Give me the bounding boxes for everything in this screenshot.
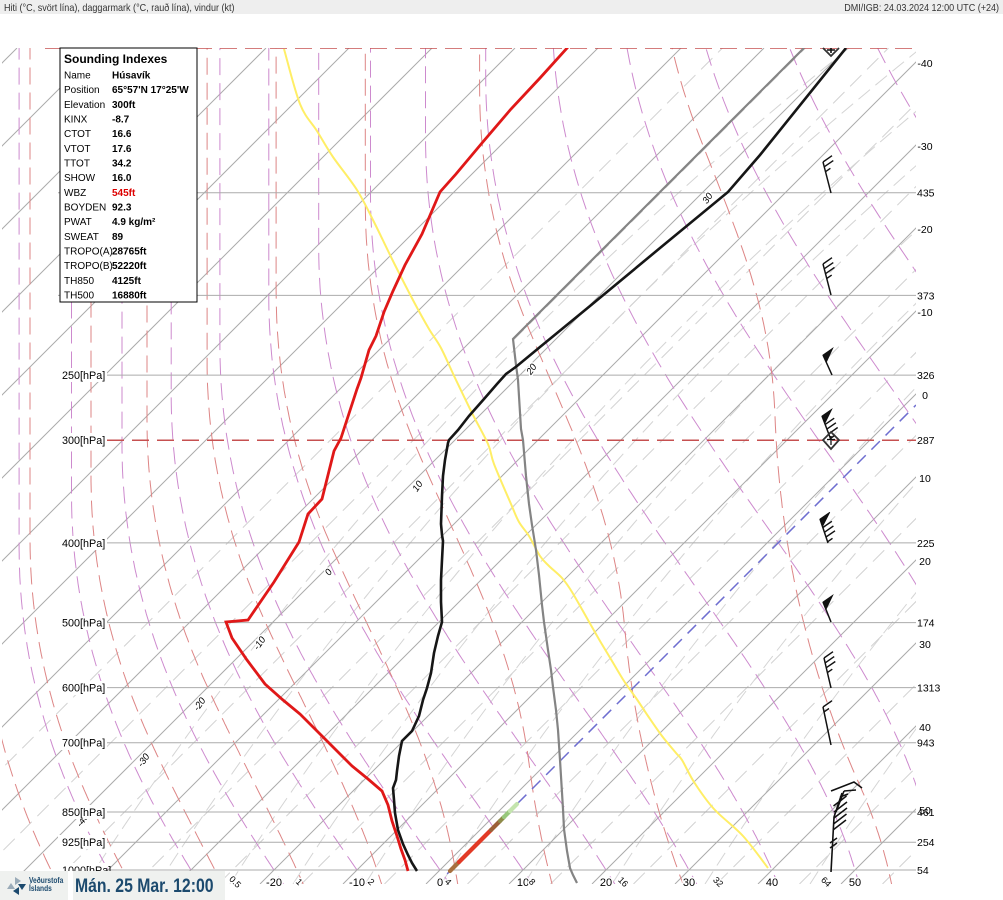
svg-text:4.9 kg/m²: 4.9 kg/m² bbox=[112, 217, 156, 228]
svg-text:326: 326 bbox=[917, 370, 935, 382]
svg-text:Sounding Indexes: Sounding Indexes bbox=[64, 52, 168, 66]
svg-text:SWEAT: SWEAT bbox=[64, 232, 99, 243]
svg-text:20: 20 bbox=[919, 556, 931, 568]
svg-text:KINX: KINX bbox=[64, 115, 88, 126]
svg-text:2: 2 bbox=[366, 877, 377, 888]
svg-text:0: 0 bbox=[437, 877, 443, 889]
svg-text:287: 287 bbox=[917, 435, 935, 447]
svg-text:700[hPa]: 700[hPa] bbox=[62, 738, 105, 750]
svg-text:925[hPa]: 925[hPa] bbox=[62, 837, 105, 849]
svg-text:4125ft: 4125ft bbox=[112, 276, 142, 287]
svg-text:54: 54 bbox=[917, 865, 929, 877]
svg-text:8: 8 bbox=[527, 877, 538, 888]
svg-text:400[hPa]: 400[hPa] bbox=[62, 538, 105, 550]
svg-text:300ft: 300ft bbox=[112, 100, 136, 111]
svg-text:20: 20 bbox=[600, 877, 612, 889]
svg-text:28765ft: 28765ft bbox=[112, 247, 147, 258]
svg-text:10: 10 bbox=[517, 877, 529, 889]
svg-text:TH500: TH500 bbox=[64, 291, 94, 302]
svg-text:52220ft: 52220ft bbox=[112, 261, 147, 272]
svg-text:VTOT: VTOT bbox=[64, 144, 90, 155]
svg-text:461: 461 bbox=[917, 807, 935, 819]
svg-text:65°57'N 17°25'W: 65°57'N 17°25'W bbox=[112, 85, 189, 96]
svg-text:PWAT: PWAT bbox=[64, 217, 92, 228]
svg-text:0.5: 0.5 bbox=[227, 874, 243, 890]
svg-text:64: 64 bbox=[819, 875, 833, 889]
svg-text:Position: Position bbox=[64, 85, 100, 96]
svg-text:-20: -20 bbox=[266, 877, 282, 889]
svg-text:600[hPa]: 600[hPa] bbox=[62, 683, 105, 695]
svg-text:373: 373 bbox=[917, 290, 935, 302]
svg-text:BOYDEN: BOYDEN bbox=[64, 203, 106, 214]
svg-text:17.6: 17.6 bbox=[112, 144, 132, 155]
svg-text:16.0: 16.0 bbox=[112, 173, 132, 184]
svg-text:WBZ: WBZ bbox=[64, 188, 86, 199]
svg-text:0: 0 bbox=[922, 390, 928, 402]
svg-text:0: 0 bbox=[323, 567, 335, 578]
svg-text:34.2: 34.2 bbox=[112, 159, 132, 170]
svg-text:10: 10 bbox=[517, 877, 529, 889]
svg-text:40: 40 bbox=[919, 722, 931, 734]
svg-text:-20: -20 bbox=[266, 877, 282, 889]
svg-text:16880ft: 16880ft bbox=[112, 291, 147, 302]
svg-text:30: 30 bbox=[683, 877, 695, 889]
svg-text:4: 4 bbox=[443, 877, 454, 888]
svg-text:-10: -10 bbox=[252, 634, 269, 652]
svg-text:Elevation: Elevation bbox=[64, 100, 105, 111]
svg-text:30: 30 bbox=[919, 639, 931, 651]
svg-text:850[hPa]: 850[hPa] bbox=[62, 807, 105, 819]
svg-text:174: 174 bbox=[917, 618, 935, 630]
svg-text:-40: -40 bbox=[917, 58, 932, 70]
svg-text:89: 89 bbox=[112, 232, 124, 243]
svg-text:250[hPa]: 250[hPa] bbox=[62, 370, 105, 382]
svg-text:40: 40 bbox=[766, 877, 778, 889]
svg-text:-8.7: -8.7 bbox=[112, 115, 130, 126]
svg-text:943: 943 bbox=[917, 738, 935, 750]
svg-text:1313: 1313 bbox=[917, 683, 941, 695]
svg-text:50: 50 bbox=[849, 877, 861, 889]
svg-text:300[hPa]: 300[hPa] bbox=[62, 435, 105, 447]
svg-text:-30: -30 bbox=[136, 751, 153, 769]
svg-text:500[hPa]: 500[hPa] bbox=[62, 618, 105, 630]
svg-text:SHOW: SHOW bbox=[64, 173, 96, 184]
svg-text:0: 0 bbox=[437, 877, 443, 889]
svg-text:545ft: 545ft bbox=[112, 188, 136, 199]
svg-text:TROPO(A): TROPO(A) bbox=[64, 247, 113, 258]
svg-text:20: 20 bbox=[600, 877, 612, 889]
svg-text:30: 30 bbox=[683, 877, 695, 889]
svg-text:TTOT: TTOT bbox=[64, 159, 90, 170]
svg-text:-20: -20 bbox=[917, 224, 932, 236]
svg-text:-30: -30 bbox=[917, 141, 932, 153]
svg-text:Húsavík: Húsavík bbox=[112, 71, 151, 82]
svg-text:10: 10 bbox=[919, 473, 931, 485]
svg-text:10: 10 bbox=[410, 479, 425, 495]
svg-text:254: 254 bbox=[917, 837, 935, 849]
svg-text:50: 50 bbox=[849, 877, 861, 889]
svg-text:-10: -10 bbox=[349, 877, 365, 889]
svg-text:-10: -10 bbox=[917, 307, 932, 319]
svg-text:40: 40 bbox=[766, 877, 778, 889]
svg-text:435: 435 bbox=[917, 188, 935, 200]
svg-text:16.6: 16.6 bbox=[112, 129, 132, 140]
svg-text:50: 50 bbox=[919, 805, 931, 817]
svg-text:16: 16 bbox=[616, 875, 630, 889]
svg-text:-20: -20 bbox=[192, 695, 209, 713]
svg-text:TROPO(B): TROPO(B) bbox=[64, 261, 113, 272]
svg-text:TH850: TH850 bbox=[64, 276, 94, 287]
svg-text:1: 1 bbox=[294, 877, 305, 888]
svg-text:92.3: 92.3 bbox=[112, 203, 132, 214]
svg-text:-10: -10 bbox=[349, 877, 365, 889]
svg-text:CTOT: CTOT bbox=[64, 129, 91, 140]
svg-text:Name: Name bbox=[64, 71, 91, 82]
svg-text:225: 225 bbox=[917, 538, 935, 550]
